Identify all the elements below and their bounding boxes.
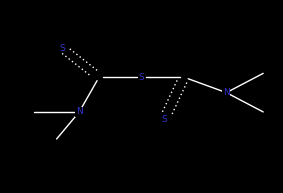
Text: N: N xyxy=(223,88,230,97)
Text: S: S xyxy=(59,44,65,53)
Text: N: N xyxy=(76,108,83,116)
Text: S: S xyxy=(139,73,144,82)
Text: S: S xyxy=(161,115,167,124)
